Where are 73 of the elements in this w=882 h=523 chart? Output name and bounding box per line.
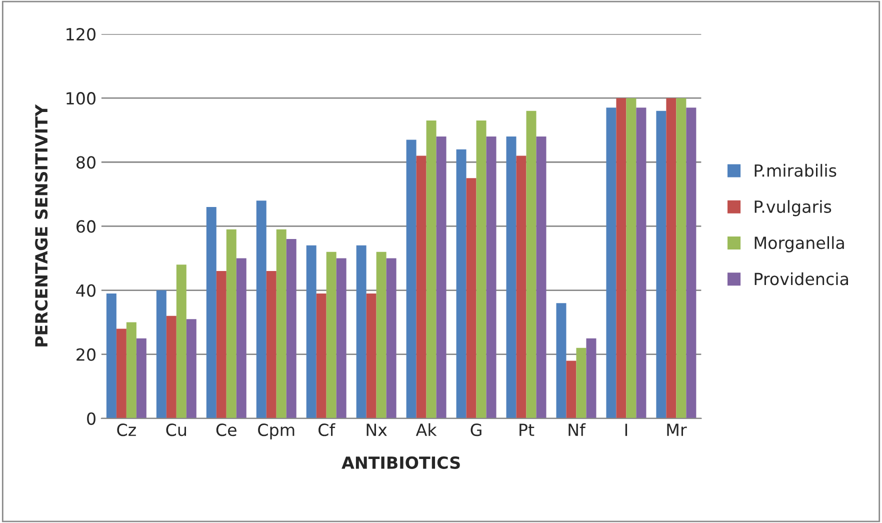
bar (276, 229, 286, 418)
bar (316, 293, 326, 418)
bar (466, 178, 476, 418)
y-tick-label: 0 (87, 412, 96, 425)
x-tick-label: Cf (318, 423, 336, 436)
bar (326, 252, 336, 418)
bar (236, 258, 246, 418)
y-tick-label: 20 (76, 348, 96, 361)
y-tick-label: 40 (76, 284, 96, 297)
bar (406, 140, 416, 418)
x-tick-label: Cz (117, 424, 136, 436)
y-axis-title: PERCENTAGE SENSITIVITY (35, 104, 48, 346)
bar (336, 258, 346, 418)
bar (106, 293, 116, 418)
bar (556, 303, 566, 418)
bar (636, 108, 646, 418)
bar (156, 290, 166, 418)
x-tick-label: Mr (667, 424, 687, 436)
x-tick-label: Nf (568, 423, 586, 436)
bar (286, 239, 296, 418)
x-axis-title: ANTIBIOTICS (342, 456, 460, 469)
bar (166, 316, 176, 418)
bar (676, 98, 686, 418)
y-tick-label: 80 (76, 156, 96, 169)
bar (416, 156, 426, 418)
y-tick-label: 100 (66, 92, 96, 105)
bar (616, 98, 626, 418)
bar (576, 348, 586, 418)
bar (186, 319, 196, 418)
bar (206, 206, 216, 418)
legend-label: P.mirabilis (754, 164, 836, 177)
bar (566, 360, 576, 418)
legend-label: P.vulgaris (754, 200, 832, 216)
bar (136, 338, 146, 418)
bar (266, 271, 276, 418)
bar (306, 245, 316, 418)
bar (516, 156, 526, 418)
x-tick-label: Ak (416, 423, 437, 436)
x-tick-label: Pt (520, 424, 534, 436)
y-tick-label: 120 (66, 28, 96, 41)
bar (216, 271, 226, 418)
bar (626, 98, 636, 418)
bar (226, 229, 236, 418)
bar (386, 258, 396, 418)
bar (356, 245, 366, 418)
y-tick-label: 60 (76, 220, 96, 233)
x-tick-label: Cpm (258, 424, 294, 440)
bar (606, 108, 616, 418)
bar (666, 98, 676, 418)
bar (486, 136, 496, 418)
bar (536, 136, 546, 418)
bar (176, 264, 186, 418)
bar (686, 108, 696, 418)
bar (456, 149, 466, 418)
bar (526, 110, 536, 418)
bar (126, 322, 136, 418)
x-tick-label: I (625, 424, 628, 436)
bar (586, 338, 596, 418)
bar (436, 136, 446, 418)
bar (506, 136, 516, 418)
x-tick-label: Ce (216, 424, 236, 436)
legend-label: Morganella (754, 236, 844, 252)
bar (256, 200, 266, 418)
x-tick-label: Nx (366, 424, 387, 436)
bar (116, 328, 126, 418)
x-tick-label: G (470, 424, 482, 436)
legend-label: Providencia (754, 272, 848, 286)
bar (476, 120, 486, 418)
x-tick-label: Cu (166, 424, 186, 436)
bar (376, 252, 386, 418)
bar (426, 120, 436, 418)
bar (656, 110, 666, 418)
bar (366, 293, 376, 418)
